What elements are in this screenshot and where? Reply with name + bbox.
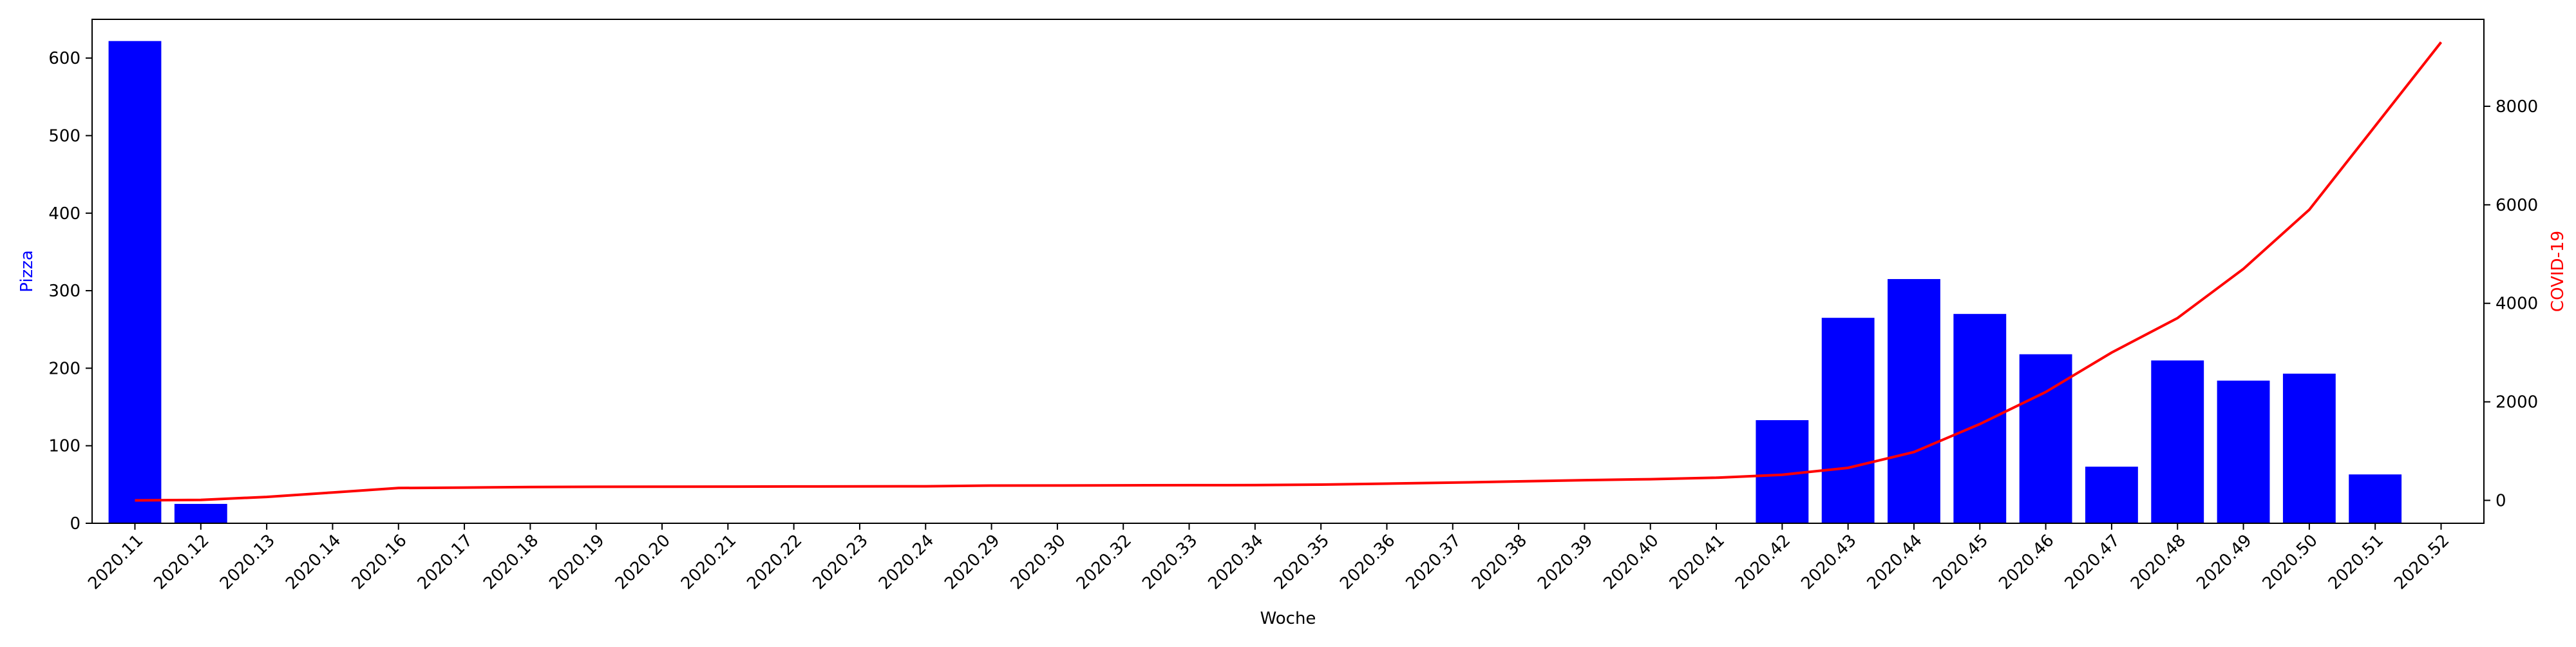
bar-2020.11 <box>108 41 162 523</box>
x-tick-label: 2020.19 <box>545 531 608 594</box>
y-left-tick-label: 600 <box>48 49 80 68</box>
x-tick-label: 2020.17 <box>414 531 477 594</box>
x-tick-label: 2020.41 <box>1666 531 1728 594</box>
x-tick-label: 2020.42 <box>1732 531 1794 594</box>
y-left-tick-label: 100 <box>48 437 80 456</box>
x-tick-label: 2020.44 <box>1864 531 1926 594</box>
x-tick-label: 2020.20 <box>612 531 674 594</box>
axis-labels: Woche Pizza COVID-19 <box>17 231 2568 628</box>
x-tick-label: 2020.48 <box>2127 531 2190 594</box>
x-tick-label: 2020.45 <box>1929 531 1992 594</box>
x-tick-label: 2020.38 <box>1468 531 1531 594</box>
x-tick-label: 2020.40 <box>1600 531 1662 594</box>
x-tick-label: 2020.24 <box>875 531 938 594</box>
x-tick-label: 2020.34 <box>1205 531 1267 594</box>
x-tick-label: 2020.36 <box>1336 531 1399 594</box>
x-tick-label: 2020.23 <box>810 531 872 594</box>
y-right-tick-label: 6000 <box>2496 196 2538 215</box>
y-right-tick-label: 2000 <box>2496 393 2538 412</box>
x-tick-label: 2020.11 <box>84 531 147 594</box>
bar-2020.50 <box>2282 373 2336 523</box>
x-tick-label: 2020.51 <box>2325 531 2387 594</box>
x-tick-label: 2020.16 <box>348 531 410 594</box>
y-right-tick-label: 0 <box>2496 491 2506 510</box>
x-tick-label: 2020.39 <box>1534 531 1596 594</box>
x-tick-label: 2020.46 <box>1995 531 2058 594</box>
bar-2020.51 <box>2349 474 2402 523</box>
line-series-covid <box>135 41 2443 502</box>
x-tick-label: 2020.52 <box>2391 531 2453 594</box>
x-axis-label: Woche <box>1260 609 1316 628</box>
y-left-tick-label: 0 <box>70 514 80 534</box>
x-tick-label: 2020.21 <box>677 531 740 594</box>
x-tick-label: 2020.12 <box>151 531 213 594</box>
y-left-tick-label: 400 <box>48 204 80 224</box>
y-right-tick-label: 4000 <box>2496 295 2538 314</box>
x-tick-label: 2020.30 <box>1007 531 1070 594</box>
y-axis-right-label: COVID-19 <box>2548 231 2568 312</box>
x-tick-label: 2020.47 <box>2061 531 2124 594</box>
covid-line <box>135 41 2443 502</box>
bar-2020.44 <box>1888 279 1940 523</box>
x-tick-label: 2020.49 <box>2193 531 2255 594</box>
bar-2020.43 <box>1821 318 1875 523</box>
x-tick-label: 2020.14 <box>282 531 345 594</box>
bar-2020.45 <box>1953 314 2007 523</box>
bar-2020.49 <box>2217 380 2270 523</box>
x-tick-label: 2020.35 <box>1271 531 1333 594</box>
y-axis-left-label: Pizza <box>17 250 37 293</box>
y-left-tick-label: 500 <box>48 126 80 146</box>
plot-frame <box>91 19 2485 524</box>
x-tick-label: 2020.18 <box>480 531 542 594</box>
x-tick-label: 2020.37 <box>1402 531 1464 594</box>
bar-2020.47 <box>2085 467 2138 523</box>
x-tick-label: 2020.50 <box>2259 531 2322 594</box>
bar-series-pizza <box>108 41 2402 523</box>
bar-2020.12 <box>174 503 227 523</box>
y-left-tick-label: 300 <box>48 282 80 301</box>
y-left-tick-label: 200 <box>48 359 80 378</box>
x-tick-label: 2020.32 <box>1073 531 1135 594</box>
x-tick-label: 2020.43 <box>1797 531 1860 594</box>
bar-2020.48 <box>2151 360 2204 523</box>
x-tick-label: 2020.29 <box>941 531 1003 594</box>
x-tick-label: 2020.22 <box>743 531 806 594</box>
y-right-tick-label: 8000 <box>2496 97 2538 117</box>
x-tick-label: 2020.33 <box>1139 531 1201 594</box>
x-tick-label: 2020.13 <box>216 531 279 594</box>
